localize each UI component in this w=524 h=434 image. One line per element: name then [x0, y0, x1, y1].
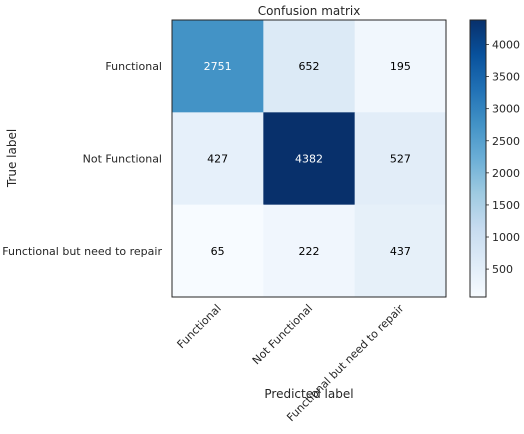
- y-axis-label: True label: [5, 129, 19, 188]
- cell-value-label: 652: [299, 60, 320, 73]
- x-axis-label: Predicted label: [264, 387, 353, 401]
- x-tick-label: Not Functional: [250, 302, 315, 367]
- cell-value-label: 427: [207, 153, 228, 166]
- heatmap-cell: [263, 20, 356, 113]
- heatmap-cell: [354, 20, 447, 113]
- colorbar-tick-labels: 500 1000 1500 2000 2500 3000 3500 4000: [486, 39, 520, 276]
- colorbar-tick-label: 2000: [492, 167, 520, 180]
- cell-value-label: 4382: [295, 153, 323, 166]
- cell-value-label: 65: [211, 245, 225, 258]
- colorbar-tick-label: 4000: [492, 39, 520, 52]
- y-tick-labels: Functional Not Functional Functional but n…: [2, 60, 162, 258]
- colorbar: [469, 19, 487, 298]
- colorbar-tick-label: 3500: [492, 71, 520, 84]
- heatmap-cell: [354, 112, 447, 206]
- y-tick-label: Functional: [105, 60, 162, 73]
- cell-value-label: 222: [299, 245, 320, 258]
- colorbar-tick-label: 2500: [492, 135, 520, 148]
- y-tick-label: Not Functional: [83, 153, 162, 166]
- chart-title: Confusion matrix: [258, 4, 361, 18]
- colorbar-tick-label: 500: [492, 263, 513, 276]
- colorbar-tick-label: 3000: [492, 103, 520, 116]
- heatmap-cell: [172, 112, 264, 206]
- x-tick-label: Functional: [175, 302, 224, 351]
- heatmap-cell: [354, 204, 447, 298]
- cell-value-labels: 2751 652 195 427 4382 527 65 222 437: [204, 60, 411, 258]
- heatmap-cell: [263, 112, 356, 206]
- colorbar-tick-label: 1500: [492, 199, 520, 212]
- heatmap-cell: [172, 204, 264, 298]
- cell-value-label: 195: [390, 60, 411, 73]
- colorbar-tick-label: 1000: [492, 231, 520, 244]
- heatmap-cells: [172, 20, 447, 298]
- heatmap-cell: [172, 20, 264, 113]
- cell-value-label: 437: [390, 245, 411, 258]
- cell-value-label: 527: [390, 153, 411, 166]
- y-tick-label: Functional but need to repair: [2, 245, 162, 258]
- plot-frame: [171, 19, 447, 298]
- cell-value-label: 2751: [204, 60, 232, 73]
- heatmap-cell: [263, 204, 356, 298]
